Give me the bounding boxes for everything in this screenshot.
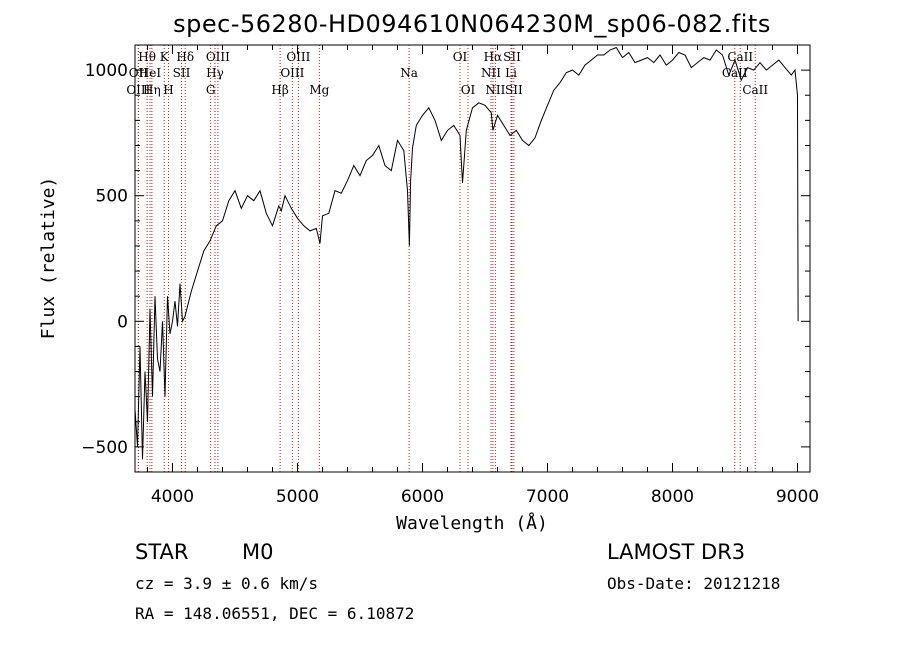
ra-dec: RA = 148.06551, DEC = 6.10872 bbox=[135, 604, 415, 623]
line-label-4: Hη bbox=[143, 83, 161, 97]
line-label-23: Li bbox=[505, 66, 517, 80]
line-label-8: Hδ bbox=[176, 50, 194, 64]
y-tick-label-2: 0 bbox=[117, 312, 128, 332]
line-label-2: OIII bbox=[126, 83, 150, 97]
survey-name: LAMOST DR3 bbox=[607, 540, 746, 564]
line-label-13: OIII bbox=[286, 50, 310, 64]
line-label-22: SII bbox=[503, 50, 521, 64]
line-label-3: HeI bbox=[139, 66, 162, 80]
line-label-26: CaII bbox=[722, 66, 748, 80]
object-subclass: M0 bbox=[242, 540, 274, 564]
line-label-25: CaII bbox=[727, 50, 753, 64]
line-label-5: K bbox=[160, 50, 170, 64]
line-label-7: H bbox=[163, 83, 173, 97]
line-label-11: G bbox=[206, 83, 216, 97]
line-label-0: Hθ bbox=[138, 50, 156, 64]
object-class: STAR bbox=[135, 540, 189, 564]
spectrum-line bbox=[134, 46, 799, 460]
line-label-10: Hγ bbox=[206, 66, 224, 80]
redshift-cz: cz = 3.9 ± 0.6 km/s bbox=[135, 574, 319, 593]
x-axis-label: Wavelength (Å) bbox=[396, 512, 548, 534]
line-label-6: SII bbox=[173, 66, 191, 80]
observation-date: Obs-Date: 20121218 bbox=[607, 574, 781, 593]
line-label-18: OI bbox=[461, 83, 476, 97]
x-tick-label-3: 7000 bbox=[526, 487, 569, 507]
line-label-15: Mg bbox=[309, 83, 329, 97]
line-label-17: OI bbox=[453, 50, 468, 64]
chart-title: spec-56280-HD094610N064230M_sp06-082.fit… bbox=[173, 10, 771, 38]
y-axis-label: Flux (relative) bbox=[38, 177, 59, 340]
line-label-19: Hα bbox=[484, 50, 503, 64]
line-label-9: OIII bbox=[206, 50, 230, 64]
line-label-12: Hβ bbox=[271, 83, 288, 97]
x-tick-label-2: 6000 bbox=[401, 487, 444, 507]
x-tick-label-0: 4000 bbox=[151, 487, 194, 507]
x-tick-label-5: 9000 bbox=[776, 487, 819, 507]
line-label-24: SII bbox=[505, 83, 523, 97]
y-tick-label-1: 500 bbox=[96, 187, 128, 207]
y-tick-label-3: −500 bbox=[81, 438, 128, 458]
line-label-27: CaII bbox=[742, 83, 768, 97]
x-tick-label-1: 5000 bbox=[276, 487, 319, 507]
line-label-16: Na bbox=[400, 66, 418, 80]
line-label-21: NII bbox=[485, 83, 505, 97]
y-tick-label-0: 1000 bbox=[85, 61, 128, 81]
line-label-14: OIII bbox=[280, 66, 304, 80]
line-label-20: NII bbox=[481, 66, 501, 80]
x-tick-label-4: 8000 bbox=[651, 487, 694, 507]
